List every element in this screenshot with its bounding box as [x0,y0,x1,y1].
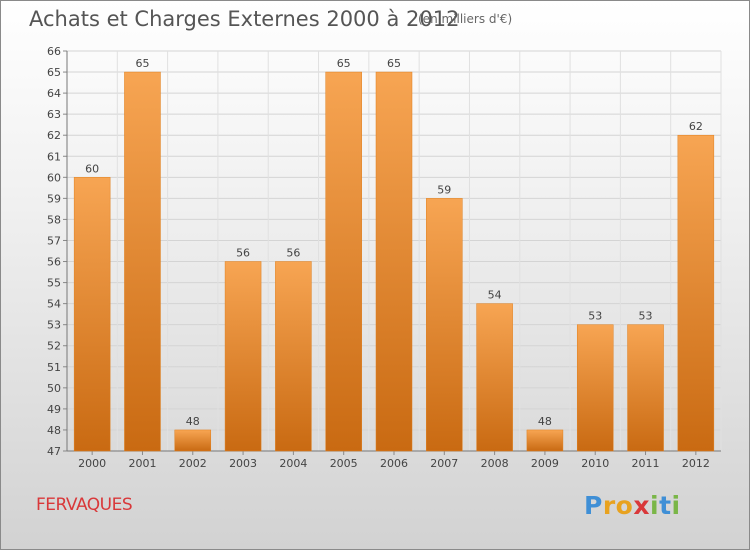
y-tick-label: 63 [47,108,61,121]
x-tick-label: 2003 [229,457,257,470]
y-tick-label: 60 [47,171,61,184]
x-tick-label: 2001 [128,457,156,470]
data-label: 56 [286,247,300,260]
bar [576,324,614,452]
y-tick-label: 55 [47,277,61,290]
y-tick-label: 59 [47,192,61,205]
data-label: 54 [488,289,502,302]
y-tick-label: 53 [47,319,61,332]
x-tick-label: 2000 [78,457,106,470]
data-label: 65 [387,57,401,70]
bar [224,261,262,452]
x-tick-label: 2008 [481,457,509,470]
bar [275,261,312,452]
bars [73,71,715,452]
data-label: 53 [639,310,653,323]
bar [677,134,715,452]
data-label: 65 [135,57,149,70]
bar [73,177,111,452]
x-tick-label: 2006 [380,457,408,470]
bar [426,198,463,452]
data-label: 60 [85,162,99,175]
x-tick-label: 2011 [632,457,660,470]
bar [174,429,212,452]
y-tick-label: 62 [47,129,61,142]
y-tick-label: 61 [47,150,61,163]
y-tick-label: 49 [47,403,61,416]
data-label: 59 [437,183,451,196]
x-tick-label: 2012 [682,457,710,470]
data-label: 65 [337,57,351,70]
data-label: 53 [588,310,602,323]
logo-letter: i [671,491,681,520]
logo-letter: i [650,491,660,520]
data-label: 56 [236,247,250,260]
y-tick-label: 58 [47,213,61,226]
logo-letter: x [633,491,650,520]
proxiti-logo[interactable]: Proxiti [584,491,681,520]
y-tick-label: 54 [47,298,61,311]
chart-subtitle: (en milliers d'€) [418,12,513,26]
y-tick-label: 52 [47,340,61,353]
data-label: 48 [186,415,200,428]
x-tick-label: 2007 [430,457,458,470]
y-tick-label: 50 [47,382,61,395]
logo-letter: t [659,491,672,520]
y-tick-label: 51 [47,361,61,374]
bar [124,71,161,452]
y-tick-label: 65 [47,66,61,79]
y-tick-label: 66 [47,45,61,58]
y-tick-label: 56 [47,256,61,269]
data-label: 62 [689,120,703,133]
y-tick-label: 47 [47,445,61,458]
bar [476,303,513,452]
x-tick-label: 2002 [179,457,207,470]
logo-letter: r [602,491,616,520]
chart-title: Achats et Charges Externes 2000 à 2012 [29,7,460,31]
bar [375,71,413,452]
x-tick-label: 2005 [330,457,358,470]
x-tick-label: 2009 [531,457,559,470]
bar [627,324,664,452]
bar [526,429,564,452]
logo-letter: P [584,491,603,520]
y-tick-label: 57 [47,234,61,247]
logo-letter: o [615,491,634,520]
y-tick-label: 64 [47,87,61,100]
x-tick-label: 2010 [581,457,609,470]
town-name: FERVAQUES [36,495,133,515]
labels: 60 2000 65 2001 48 2002 56 2003 56 2004 65 2005 65 20… [78,57,710,470]
bar [325,71,362,452]
y-tick-label: 48 [47,424,61,437]
data-label: 48 [538,415,552,428]
x-tick-label: 2004 [279,457,307,470]
